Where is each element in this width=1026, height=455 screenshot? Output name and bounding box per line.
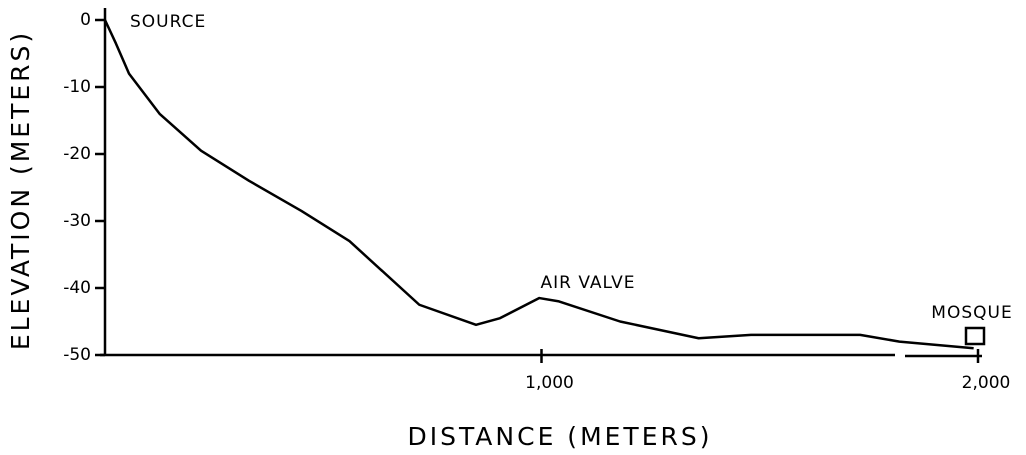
y-tick-label: -50 <box>63 345 91 365</box>
annotation: SOURCE <box>130 12 206 32</box>
mosque-icon <box>964 326 986 346</box>
x-tick-label: 1,000 <box>525 373 574 393</box>
y-tick-label: -10 <box>63 77 91 97</box>
y-tick-label: -30 <box>63 211 91 231</box>
y-tick-label: -40 <box>63 278 91 298</box>
annotation: MOSQUE <box>931 303 1012 323</box>
y-axis-title: ELEVATION (METERS) <box>6 30 35 350</box>
annotation: AIR VALVE <box>540 273 635 293</box>
y-tick-label: 0 <box>80 10 91 30</box>
y-tick-label: -20 <box>63 144 91 164</box>
x-axis-title: DISTANCE (METERS) <box>407 422 712 451</box>
x-tick-label: 2,000 <box>962 373 1011 393</box>
elevation-line <box>103 19 974 350</box>
